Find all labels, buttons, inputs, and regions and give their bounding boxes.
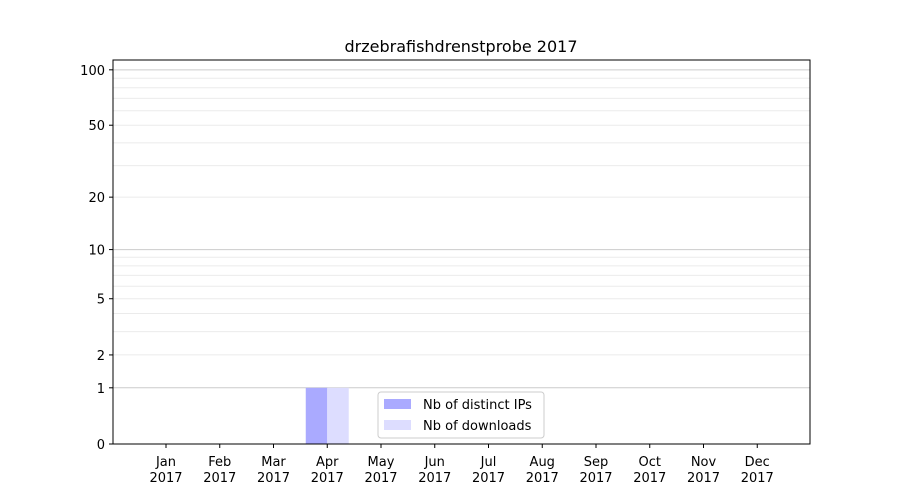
x-tick-label: Feb 2017: [203, 455, 236, 486]
y-tick-label: 10: [88, 244, 105, 259]
y-tick-label: 20: [88, 191, 105, 206]
bars: [305, 387, 349, 444]
legend-box: [377, 391, 545, 439]
x-tick-label: Oct 2017: [633, 455, 666, 486]
x-tick-label: Jun 2017: [418, 455, 451, 486]
legend-swatch-downloads: [384, 420, 411, 430]
legend: Nb of distinct IPs Nb of downloads: [377, 391, 545, 439]
x-tick-label: Nov 2017: [687, 455, 720, 486]
y-tick-label: 5: [97, 293, 105, 308]
legend-label-downloads: Nb of downloads: [423, 419, 532, 434]
legend-swatch-distinct-ips: [384, 399, 411, 409]
x-tick-label: Jul 2017: [472, 455, 505, 486]
y-axis: 0 1 2 5 10 20 50 100: [80, 64, 113, 453]
plot-frame: [112, 59, 811, 445]
chart-title: drzebrafishdrenstprobe 2017: [344, 37, 577, 56]
y-tick-label: 1: [97, 382, 105, 397]
x-tick-label: Sep 2017: [579, 455, 612, 486]
grid: [113, 69, 810, 389]
x-tick-label: Dec 2017: [741, 455, 774, 486]
x-tick-label: Aug 2017: [526, 455, 559, 486]
x-tick-label: Jan 2017: [149, 455, 182, 486]
bar-distinct-ips: [305, 387, 328, 444]
x-tick-label: Apr 2017: [311, 455, 344, 486]
y-tick-label: 2: [97, 349, 105, 364]
legend-label-distinct-ips: Nb of distinct IPs: [423, 398, 532, 413]
y-tick-label: 0: [97, 438, 105, 453]
y-tick-label: 100: [80, 64, 105, 79]
y-tick-label: 50: [88, 119, 105, 134]
x-tick-label: May 2017: [364, 455, 397, 486]
bar-downloads: [327, 387, 349, 444]
x-axis: Jan 2017 Feb 2017 Mar 2017 Apr 2017 May 2017 Jun 20…: [149, 444, 774, 486]
x-tick-label: Mar 2017: [257, 455, 290, 486]
